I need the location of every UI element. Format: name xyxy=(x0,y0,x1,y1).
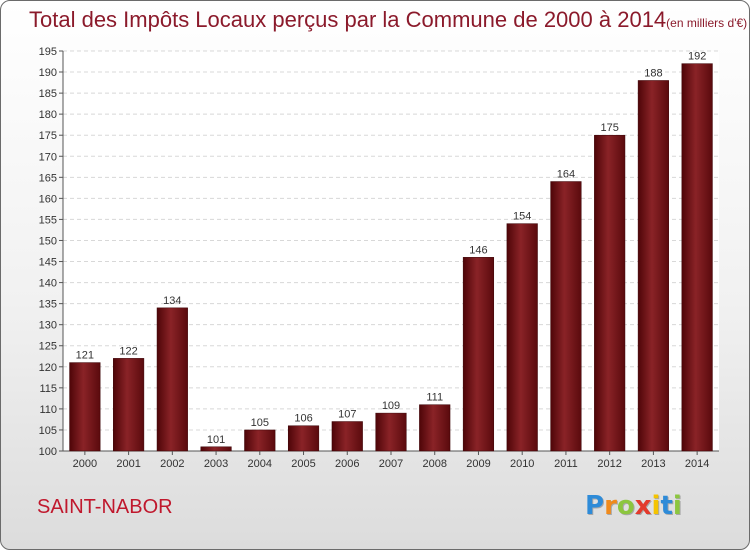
bar xyxy=(244,429,276,452)
x-tick-label: 2004 xyxy=(248,458,272,470)
y-tick-label: 150 xyxy=(39,235,57,247)
bar xyxy=(462,257,495,452)
commune-name: SAINT-NABOR xyxy=(37,496,173,518)
y-tick-label: 185 xyxy=(39,88,57,100)
logo-letter: t xyxy=(660,491,673,521)
bar xyxy=(594,134,626,452)
x-tick-label: 2008 xyxy=(422,458,446,470)
logo-letter: r xyxy=(604,491,617,521)
x-tick-label: 2007 xyxy=(379,458,403,470)
y-tick-label: 155 xyxy=(39,214,57,226)
bar-value-label: 192 xyxy=(688,51,706,63)
chart-title: Total des Impôts Locaux perçus par la Co… xyxy=(29,7,748,32)
y-tick-label: 160 xyxy=(39,193,57,205)
bar-value-label: 105 xyxy=(251,417,269,429)
bar xyxy=(681,63,713,452)
bar-value-label: 164 xyxy=(557,169,575,181)
x-tick-label: 2001 xyxy=(116,458,140,470)
proxiti-logo: Proxiti xyxy=(585,491,682,521)
x-axis-ticks: 2000 2001 2002 2003 2004 2005 2006 2007 2008 2009… xyxy=(73,451,709,470)
bar xyxy=(419,404,451,452)
x-tick-label: 2011 xyxy=(554,458,578,470)
bar-value-label: 121 xyxy=(76,350,94,362)
bar xyxy=(69,362,101,452)
bar-value-label: 101 xyxy=(207,434,225,446)
bar xyxy=(113,358,145,452)
y-tick-label: 180 xyxy=(39,109,57,121)
bar-value-label: 154 xyxy=(513,211,531,223)
chart-unit: (en milliers d'€) xyxy=(666,16,748,30)
bar-value-label: 146 xyxy=(469,244,487,256)
x-tick-label: 2005 xyxy=(291,458,315,470)
y-tick-label: 100 xyxy=(39,446,57,458)
y-tick-label: 170 xyxy=(39,151,57,163)
y-tick-label: 145 xyxy=(39,257,57,269)
y-tick-label: 175 xyxy=(39,130,57,142)
y-axis-ticks: 100 105 110 115 120 125 130 135 140 145 150 155 160 1… xyxy=(39,46,719,458)
x-tick-label: 2013 xyxy=(641,458,665,470)
y-tick-label: 125 xyxy=(39,341,57,353)
x-tick-label: 2014 xyxy=(685,458,709,470)
bar xyxy=(200,446,232,452)
bar-value-label: 188 xyxy=(644,67,662,79)
y-tick-label: 165 xyxy=(39,172,57,184)
y-tick-label: 195 xyxy=(39,46,57,58)
x-tick-label: 2002 xyxy=(160,458,184,470)
y-tick-label: 190 xyxy=(39,67,57,79)
logo-letter: i xyxy=(651,491,661,521)
logo-letter: x xyxy=(634,491,652,521)
bar xyxy=(331,421,363,452)
x-tick-label: 2000 xyxy=(73,458,97,470)
x-tick-label: 2009 xyxy=(466,458,490,470)
x-tick-label: 2010 xyxy=(510,458,534,470)
x-tick-label: 2012 xyxy=(597,458,621,470)
y-tick-label: 140 xyxy=(39,278,57,290)
bars xyxy=(69,63,713,452)
bar-value-label: 122 xyxy=(119,345,137,357)
y-tick-label: 130 xyxy=(39,320,57,332)
bar-value-label: 134 xyxy=(163,295,181,307)
bar xyxy=(637,80,669,452)
bar-value-label: 175 xyxy=(600,122,618,134)
bar-value-labels: 121 122 134 101 105 106 107 109 111 146 154 164 175 1… xyxy=(76,51,707,446)
bar-value-label: 106 xyxy=(294,413,312,425)
y-tick-label: 135 xyxy=(39,299,57,311)
bar xyxy=(156,307,188,452)
x-tick-label: 2003 xyxy=(204,458,228,470)
bar-value-label: 107 xyxy=(338,409,356,421)
bar-value-label: 109 xyxy=(382,400,400,412)
bar xyxy=(375,412,407,452)
y-tick-label: 105 xyxy=(39,425,57,437)
bar xyxy=(506,223,538,452)
logo-letter: i xyxy=(672,491,682,521)
bar-value-label: 111 xyxy=(426,392,443,404)
bar xyxy=(550,181,582,452)
y-tick-label: 110 xyxy=(39,404,57,416)
x-tick-label: 2006 xyxy=(335,458,359,470)
y-tick-label: 115 xyxy=(39,383,57,395)
y-tick-label: 120 xyxy=(39,362,57,374)
bar xyxy=(287,425,320,452)
logo-letter: o xyxy=(616,491,635,521)
logo-letter: P xyxy=(585,491,605,521)
